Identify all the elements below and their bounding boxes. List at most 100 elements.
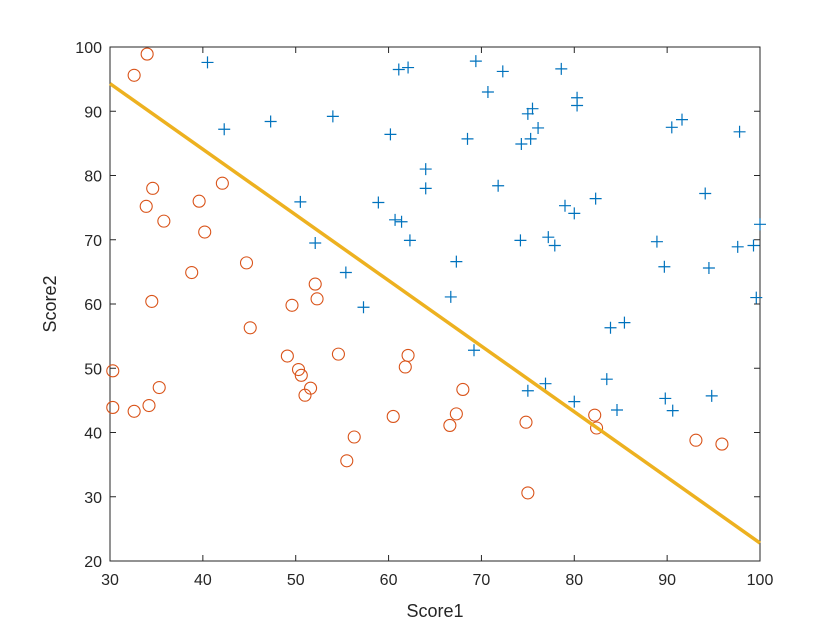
plus-point (326, 110, 339, 123)
plus-point (600, 373, 613, 386)
plus-point (555, 62, 568, 75)
plus-point (589, 192, 602, 205)
circle-point (521, 486, 535, 500)
plus-point (468, 344, 480, 357)
plus-point (492, 179, 505, 192)
plus-point (665, 121, 678, 134)
circle-point (152, 380, 166, 395)
circle-point (386, 409, 400, 423)
plus-point (384, 128, 397, 141)
plus-point (372, 196, 385, 209)
plus-point (548, 239, 561, 252)
x-tick-label: 30 (101, 572, 119, 589)
circle-point (198, 225, 212, 239)
x-tick-label: 100 (747, 572, 774, 589)
y-tick-label: 80 (84, 169, 102, 186)
plus-point (309, 236, 322, 249)
plus-point (542, 231, 555, 244)
plus-point (403, 234, 416, 247)
plus-point (481, 85, 494, 98)
circle-point (291, 362, 306, 377)
plus-point (524, 132, 537, 145)
plus-point (402, 61, 415, 74)
circle-point (449, 407, 463, 421)
circle-point (588, 408, 602, 422)
plus-point (699, 187, 712, 200)
plus-point (733, 125, 746, 138)
plus-point (604, 321, 617, 334)
circle-point (310, 292, 324, 306)
plus-point (339, 266, 352, 279)
plus-point (450, 255, 463, 268)
plus-point (444, 290, 457, 303)
decision-boundary-line (108, 82, 762, 545)
circle-point (146, 181, 160, 195)
circle-point (192, 194, 206, 208)
y-tick-label: 70 (84, 233, 102, 250)
x-tick-label: 70 (473, 572, 491, 589)
circle-point (298, 388, 312, 402)
plus-point (750, 291, 763, 304)
plus-point (515, 138, 528, 151)
plus-point (705, 389, 718, 402)
circle-point (106, 364, 120, 378)
plus-point (666, 404, 679, 417)
x-axis-label: Score1 (406, 601, 463, 621)
y-tick-label: 90 (84, 104, 102, 121)
y-axis: 20 30 40 50 60 70 80 90 100 (75, 40, 760, 571)
circle-point (519, 415, 533, 429)
plus-point (514, 234, 527, 247)
plot-area (109, 46, 761, 562)
circle-point (331, 347, 345, 361)
circle-point (294, 368, 308, 382)
plus-point (521, 384, 534, 397)
plus-point (461, 132, 474, 145)
plus-point (676, 113, 688, 126)
circle-point (185, 265, 199, 280)
plus-point (264, 115, 277, 128)
x-axis: 30 40 50 60 70 80 90 100 (101, 47, 773, 589)
plus-point (521, 107, 534, 120)
plus-point (702, 262, 715, 275)
plus-point (568, 207, 581, 220)
data-marks (106, 47, 766, 545)
circle-point (340, 454, 354, 468)
plus-point (618, 316, 631, 329)
plus-point (539, 377, 552, 390)
y-tick-label: 60 (84, 297, 102, 314)
circle-point (145, 294, 159, 308)
circle-point (347, 430, 361, 444)
plus-point (294, 195, 307, 208)
circle-point (239, 256, 254, 270)
circle-point (215, 176, 229, 190)
y-tick-label: 50 (84, 361, 102, 378)
admitted-series (201, 55, 766, 417)
plus-point (571, 99, 584, 112)
plus-point (419, 182, 432, 195)
plus-point (357, 301, 370, 314)
y-tick-label: 20 (84, 554, 102, 571)
plus-point (419, 163, 432, 176)
plus-point (754, 218, 766, 231)
circle-point (285, 298, 299, 312)
circle-point (443, 418, 457, 432)
plus-point (747, 239, 760, 252)
x-tick-label: 50 (287, 572, 305, 589)
x-tick-label: 60 (380, 572, 398, 589)
y-tick-label: 30 (84, 490, 102, 507)
not-admitted-series (106, 47, 729, 500)
circle-point (590, 421, 604, 435)
y-tick-label: 100 (75, 40, 102, 57)
plus-point (201, 56, 214, 69)
x-tick-label: 90 (658, 572, 676, 589)
x-tick-label: 40 (194, 572, 212, 589)
plus-point (611, 404, 623, 417)
plus-point (389, 213, 402, 226)
circle-point (142, 398, 156, 413)
circle-point (127, 404, 141, 418)
circle-point (456, 382, 470, 397)
plus-point (658, 260, 671, 273)
y-axis-label: Score2 (40, 275, 60, 332)
circle-point (398, 360, 412, 374)
